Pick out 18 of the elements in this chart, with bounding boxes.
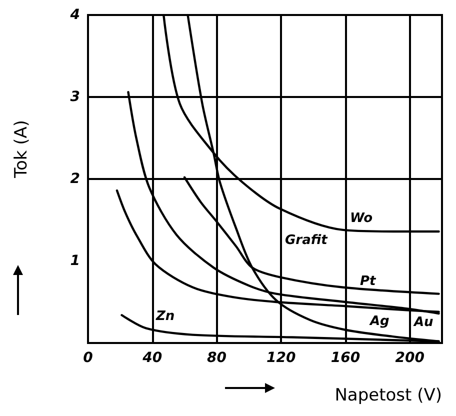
x-tick-label: 200 <box>395 350 425 366</box>
x-axis-title: Napetost (V) <box>334 386 442 406</box>
annotation: Au <box>413 315 434 330</box>
y-tick-label: 2 <box>70 171 80 187</box>
y-tick-label: 4 <box>69 7 80 23</box>
y-axis-title: Tok (A) <box>12 120 32 180</box>
annotation: Zn <box>155 309 175 324</box>
x-tick-label: 160 <box>330 350 360 366</box>
x-tick-label: 40 <box>142 350 162 366</box>
annotation: Ag <box>369 314 390 329</box>
y-tick-label: 1 <box>70 253 80 269</box>
x-tick-label: 120 <box>266 350 296 366</box>
x-tick-label: 80 <box>206 350 227 366</box>
annotation: Grafit <box>285 233 328 248</box>
annotation: Wo <box>350 211 373 226</box>
x-tick-label: 0 <box>83 350 94 366</box>
y-tick-label: 3 <box>70 89 80 105</box>
annotation: Pt <box>360 274 377 289</box>
